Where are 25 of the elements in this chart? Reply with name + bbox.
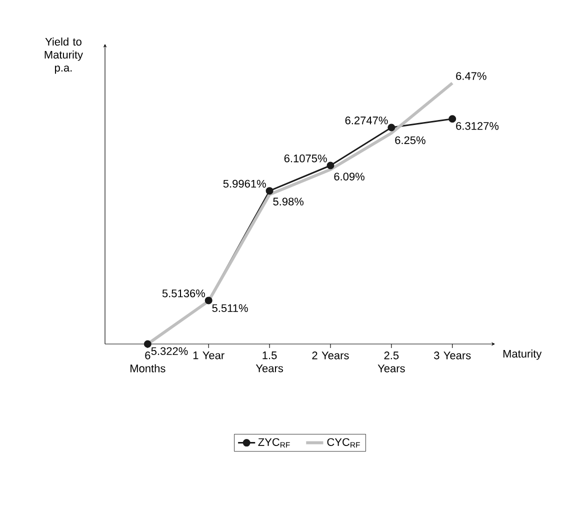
x-tick-label: 1.5 Years <box>256 352 283 372</box>
point <box>448 115 456 123</box>
x-tick-label: 3 Years <box>434 352 471 360</box>
x-tick-label: 2.5 Years <box>378 352 405 372</box>
data-label: 6.2747% <box>345 116 388 124</box>
legend-label: ZYC$_{RF}$ <box>258 438 290 448</box>
x-tick-label: 1 Year <box>193 352 224 360</box>
point <box>388 124 396 132</box>
data-label: 5.9961% <box>223 180 266 188</box>
point <box>266 187 274 195</box>
data-label: 6.3127% <box>456 122 499 130</box>
point <box>144 340 152 348</box>
data-label: 6.1075% <box>284 154 327 162</box>
point <box>204 296 212 304</box>
data-label: 6.09% <box>334 172 364 180</box>
y-axis-title: Yield to Maturity p.a. <box>44 38 83 74</box>
data-label: 6.25% <box>395 136 426 144</box>
x-tick-label: 2 Years <box>312 352 349 360</box>
data-label: 5.98% <box>273 198 304 206</box>
point <box>326 162 334 170</box>
data-label: 5.5136% <box>162 289 205 298</box>
data-label: 6.47% <box>456 72 486 80</box>
data-label: 5.511% <box>212 304 248 312</box>
legend-label: CYC$_{RF}$ <box>327 438 360 448</box>
x-axis-title: Maturity <box>503 350 542 360</box>
